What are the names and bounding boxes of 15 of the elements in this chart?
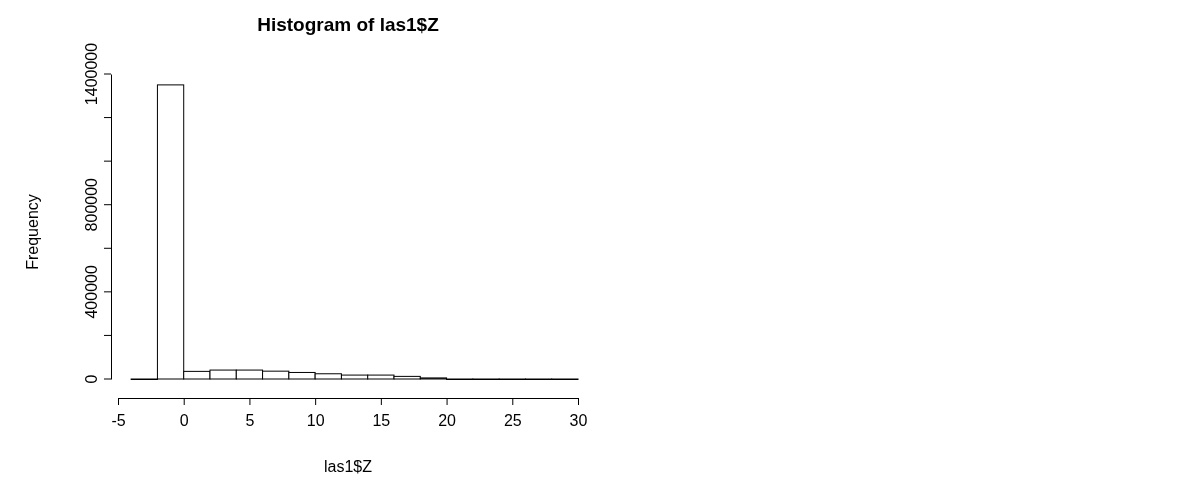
- y-axis-title: Frequency: [24, 194, 41, 270]
- y-tick-label: 0: [82, 374, 100, 384]
- x-tick-label: 15: [372, 411, 391, 429]
- y-tick-label: 800000: [82, 177, 100, 232]
- x-tick-label: 25: [503, 411, 522, 429]
- x-tick-label: 10: [306, 411, 325, 429]
- x-tick-label: 30: [569, 411, 588, 429]
- y-tick-label: 1400000: [82, 42, 100, 106]
- x-tick-label: 0: [179, 411, 189, 429]
- chart-title: Histogram of las1$Z: [257, 14, 440, 35]
- y-tick-label: 400000: [82, 265, 100, 319]
- x-axis-title: las1$Z: [323, 458, 373, 475]
- x-tick-label: 5: [245, 411, 255, 429]
- x-tick-label: 20: [438, 411, 457, 429]
- x-tick-label: -5: [111, 411, 126, 429]
